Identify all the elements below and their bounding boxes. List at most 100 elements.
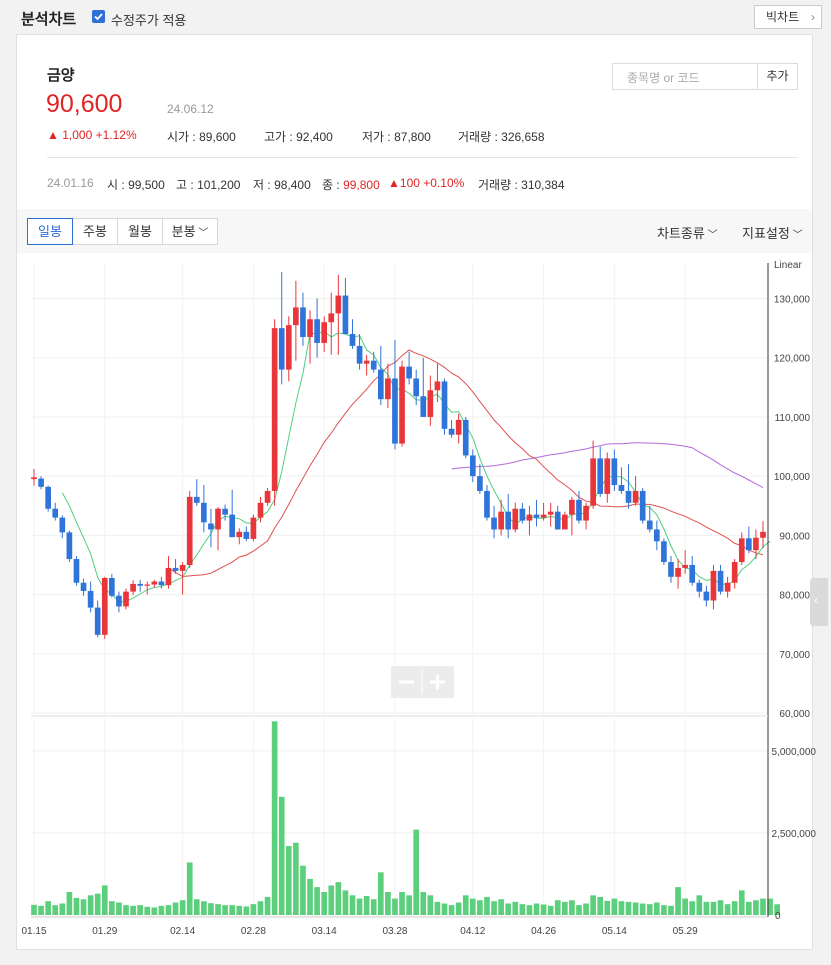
volume-bar [399, 892, 405, 915]
volume-bar [618, 901, 625, 915]
candle-body [618, 485, 625, 491]
volume-bar [208, 903, 214, 915]
volume-bar [434, 901, 441, 915]
candle-body [94, 607, 101, 635]
current-price: 90,600 [46, 90, 123, 118]
tab-minute[interactable]: 분봉 ﹀ [162, 218, 218, 245]
volume-bar [498, 899, 504, 915]
candle-body [101, 578, 108, 635]
volume-bar [229, 905, 236, 915]
volume-bar [66, 892, 73, 915]
volume-bar [590, 895, 596, 915]
high-value: 92,400 [296, 130, 333, 144]
volume-bar [540, 904, 547, 915]
volume-bar [738, 890, 745, 915]
indicator-menu[interactable]: 지표설정 ﹀ [742, 223, 803, 242]
candle-body [151, 581, 158, 585]
candle-body [130, 583, 136, 592]
volume-bar [123, 905, 129, 915]
candle-body [561, 514, 568, 530]
side-panel-handle[interactable]: ‹ [810, 578, 828, 626]
tab-daily[interactable]: 일봉 [27, 218, 73, 245]
volume-bar [172, 902, 179, 915]
candle-body [724, 582, 731, 592]
candle-body [377, 369, 384, 400]
volume-stat: 거래량 : 326,658 [458, 130, 545, 144]
x-tick-label: 03.28 [382, 926, 407, 937]
volume-bar [448, 905, 455, 915]
adjusted-price-checkbox[interactable] [92, 10, 105, 23]
stock-search-input[interactable] [625, 65, 759, 90]
volume-bar [526, 905, 533, 915]
candle-body [710, 570, 717, 601]
zoom-in-button[interactable] [430, 674, 445, 690]
volume-bar [696, 895, 703, 915]
volume-bar [201, 901, 207, 915]
open-value: 89,600 [199, 130, 236, 144]
candle-body [342, 295, 349, 335]
chart-type-menu[interactable]: 차트종류 ﹀ [657, 223, 718, 242]
candle-body [427, 390, 434, 417]
scale-label: Linear [774, 260, 802, 271]
candle-body [59, 517, 66, 533]
x-tick-label: 03.14 [312, 926, 337, 937]
big-chart-button[interactable]: 빅차트 › [754, 5, 822, 29]
candle-body [583, 505, 589, 521]
up-triangle-icon: ▲ [47, 128, 59, 142]
candle-body [109, 578, 115, 596]
volume-bar [356, 898, 363, 915]
volume-bar [420, 892, 427, 915]
candle-body [448, 428, 455, 435]
volume-bar [484, 896, 490, 915]
volume-tick-label: 2,500,000 [772, 829, 817, 840]
history-close: 종 : 99,800 [322, 178, 380, 192]
volume-bars [31, 721, 780, 915]
history-low-value: 98,400 [274, 178, 311, 192]
candle-body [519, 508, 526, 521]
tab-monthly[interactable]: 월봉 [117, 218, 163, 245]
candle-body [738, 538, 745, 563]
check-icon [94, 13, 103, 21]
up-triangle-icon: ▲ [388, 176, 400, 190]
candle-body [505, 511, 512, 530]
history-open: 시 : 99,500 [107, 178, 165, 192]
volume-bar [760, 898, 766, 915]
candle-body [321, 322, 328, 343]
volume-bar [441, 903, 448, 915]
candle-body [399, 366, 405, 444]
add-stock-button[interactable]: 추가 [757, 63, 798, 90]
candle-body [420, 396, 427, 417]
price-date: 24.06.12 [167, 102, 214, 116]
candle-body [604, 458, 611, 494]
volume-bar [682, 898, 688, 915]
volume-bar [109, 901, 115, 915]
stock-search [612, 63, 759, 90]
candle-body [654, 529, 660, 542]
ma60-line [451, 442, 764, 489]
candle-body [229, 514, 236, 538]
candle-body [639, 490, 646, 521]
candle-body [611, 458, 618, 486]
candle-body [215, 508, 221, 530]
open-label: 시가 [167, 130, 190, 144]
candle-body [547, 511, 554, 515]
adjusted-price-label[interactable]: 수정주가 적용 [111, 13, 187, 28]
candle-body [661, 541, 667, 563]
candle-body [31, 477, 37, 480]
candle-body [285, 325, 292, 370]
volume-bar [413, 829, 420, 915]
price-tick-label: 70,000 [779, 650, 810, 661]
volume-bar [45, 901, 51, 915]
candle-body [760, 531, 766, 538]
volume-bar [576, 905, 582, 915]
history-change: ▲100 +0.10% [388, 176, 464, 190]
candle-body [293, 307, 299, 326]
candle-body [363, 360, 370, 364]
volume-bar [321, 892, 328, 915]
volume-bar [250, 904, 257, 915]
change-amount: 1,000 [62, 128, 93, 142]
candle-body [179, 564, 186, 571]
volume-bar [646, 904, 653, 915]
volume-bar [469, 898, 476, 915]
volume-bar [293, 842, 299, 915]
